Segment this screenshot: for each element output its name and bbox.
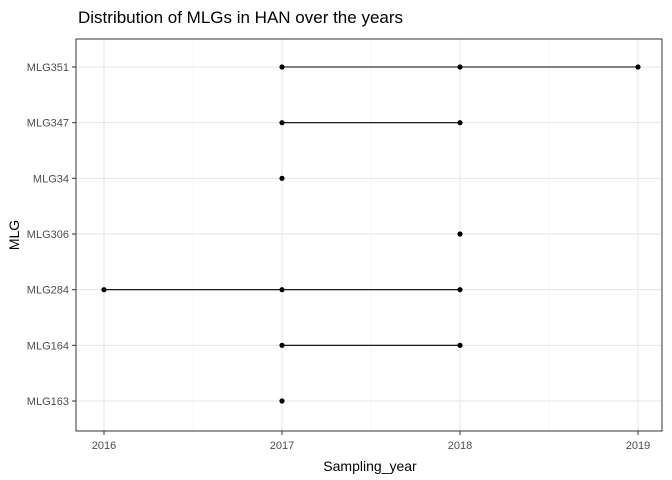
y-tick-label: MLG306 bbox=[27, 229, 69, 241]
panel-border bbox=[75, 38, 663, 432]
data-point bbox=[457, 120, 463, 126]
x-tick-label: 2017 bbox=[270, 440, 294, 452]
y-axis-title: MLG bbox=[6, 220, 22, 250]
x-tick-label: 2016 bbox=[92, 440, 116, 452]
y-tick-label: MLG284 bbox=[27, 285, 69, 297]
data-point bbox=[279, 175, 285, 181]
data-point bbox=[457, 287, 463, 293]
axes: 2016 2017 2018 2019 MLG163 MLG164 MLG284 MLG306… bbox=[27, 62, 650, 452]
data-layer bbox=[101, 64, 641, 404]
x-axis-title: Sampling_year bbox=[323, 458, 417, 474]
data-point bbox=[457, 64, 463, 70]
y-tick-label: MLG164 bbox=[27, 340, 69, 352]
data-point bbox=[279, 64, 285, 70]
data-point bbox=[279, 120, 285, 126]
y-tick-label: MLG347 bbox=[27, 118, 69, 130]
data-point bbox=[279, 398, 285, 404]
y-tick-label: MLG163 bbox=[27, 396, 69, 408]
chart-title: Distribution of MLGs in HAN over the yea… bbox=[78, 8, 403, 27]
data-point bbox=[101, 287, 107, 293]
x-tick-label: 2019 bbox=[626, 440, 650, 452]
data-point bbox=[457, 342, 463, 348]
x-tick-label: 2018 bbox=[448, 440, 472, 452]
data-point bbox=[635, 64, 641, 70]
y-tick-label: MLG351 bbox=[27, 62, 69, 74]
data-point bbox=[279, 287, 285, 293]
data-point bbox=[279, 342, 285, 348]
y-tick-label: MLG34 bbox=[33, 173, 69, 185]
data-point bbox=[457, 231, 463, 237]
